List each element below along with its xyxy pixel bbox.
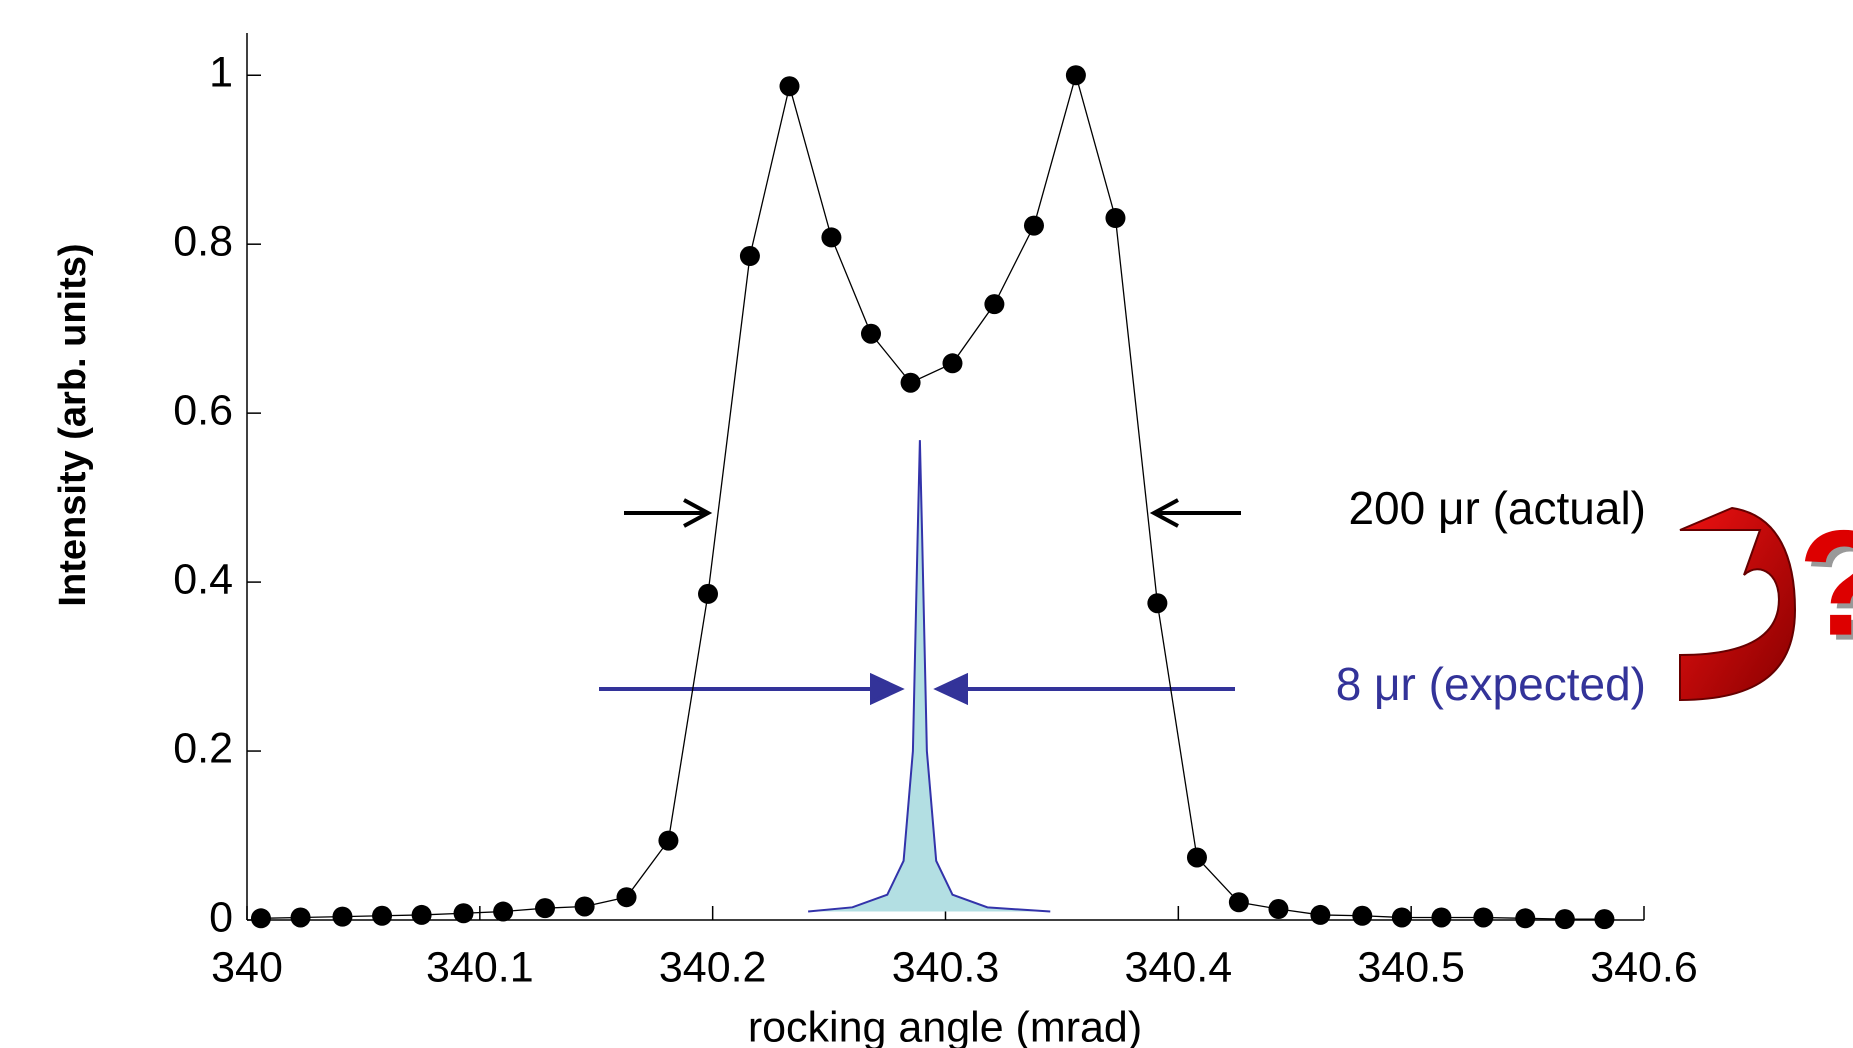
marker — [984, 294, 1005, 315]
marker — [1105, 208, 1126, 229]
marker — [250, 908, 271, 929]
y-tick-label: 1 — [209, 49, 233, 97]
x-tick-label: 340.2 — [659, 943, 767, 991]
marker — [1473, 907, 1494, 928]
y-tick-label: 0.6 — [173, 387, 233, 435]
marker — [942, 353, 963, 374]
marker — [1515, 908, 1536, 929]
marker — [616, 887, 637, 908]
x-tick-label: 340.6 — [1590, 943, 1698, 991]
marker — [860, 323, 881, 344]
marker — [332, 906, 353, 927]
marker — [1431, 907, 1452, 928]
width-arrows-actual — [624, 498, 1241, 528]
marker — [779, 76, 800, 97]
marker — [372, 905, 393, 926]
line — [260, 72, 1605, 920]
x-axis-label: rocking angle (mrad) — [748, 1003, 1142, 1048]
y-tick-label: 0.4 — [173, 555, 233, 603]
marker — [535, 898, 556, 919]
marker — [574, 896, 595, 917]
marker — [290, 907, 311, 928]
marker — [1352, 905, 1373, 926]
x-tick-label: 340.4 — [1125, 943, 1233, 991]
marker — [821, 227, 842, 248]
y-tick-label: 0.2 — [173, 724, 233, 772]
marker — [1065, 65, 1086, 86]
width-arrows-expected — [599, 672, 1235, 706]
marker — [658, 830, 679, 851]
marker — [493, 901, 514, 922]
x-tick-label: 340.1 — [426, 943, 534, 991]
x-tick-label: 340.3 — [892, 943, 1000, 991]
marker — [1186, 847, 1207, 868]
marker — [1023, 215, 1044, 236]
y-axis-label: Intensity (arb. units) — [52, 243, 94, 606]
line — [808, 440, 1051, 913]
marker — [1310, 904, 1331, 925]
marker — [698, 583, 719, 604]
question-mark: ? — [1798, 499, 1853, 667]
annotation: 8 μr (expected) — [1336, 658, 1646, 710]
x-tick-label: 340.5 — [1357, 943, 1465, 991]
marker — [453, 903, 474, 924]
y-tick-label: 0 — [209, 893, 233, 941]
area — [808, 440, 1051, 912]
marker — [1554, 909, 1575, 930]
marker — [411, 904, 432, 925]
marker — [1268, 899, 1289, 920]
marker — [900, 372, 921, 393]
x-tick-label: 340 — [211, 943, 283, 991]
curved-arrow — [1679, 506, 1797, 702]
marker — [739, 246, 760, 267]
annotation: 200 μr (actual) — [1348, 482, 1646, 534]
y-tick-label: 0.8 — [173, 218, 233, 266]
marker — [1594, 909, 1615, 930]
marker — [1391, 907, 1412, 928]
question-shadow: ? — [1804, 504, 1853, 672]
marker — [1228, 892, 1249, 913]
marker — [1147, 593, 1168, 614]
